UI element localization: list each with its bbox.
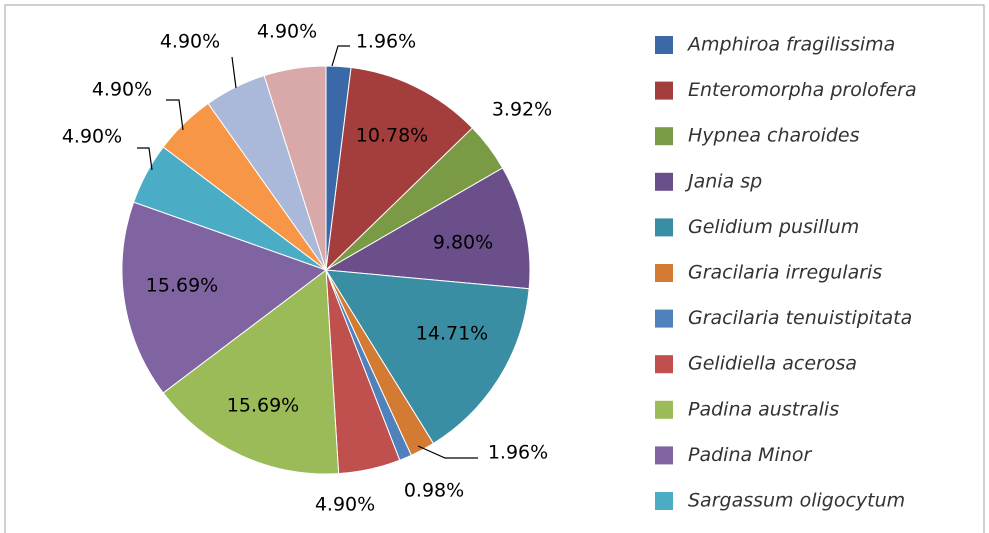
legend-swatch	[655, 218, 673, 237]
data-label: 15.69%	[146, 275, 218, 297]
legend-label: Gracilaria tenuistipitata	[688, 307, 912, 329]
legend-label: Sargassum oligocytum	[688, 490, 905, 512]
legend-label: Padina australis	[688, 398, 839, 420]
legend-label: Gelidium pusillum	[688, 216, 859, 238]
data-label: 4.90%	[92, 79, 152, 101]
data-label: 15.69%	[227, 395, 299, 417]
legend-swatch	[655, 81, 673, 100]
legend-label: Gracilaria irregularis	[688, 262, 882, 284]
leader-line	[137, 147, 153, 171]
pie-slice	[263, 65, 327, 271]
leader-line	[331, 45, 350, 67]
legend-label: Hypnea charoides	[688, 125, 860, 147]
pie-slice	[121, 201, 328, 394]
data-label: 0.98%	[404, 480, 464, 502]
pie-slice	[324, 167, 531, 290]
pie-slice	[162, 269, 340, 475]
pie-slice	[325, 66, 474, 272]
legend-swatch	[655, 400, 673, 419]
data-label: 4.90%	[257, 21, 317, 43]
data-label: 1.96%	[356, 31, 416, 53]
legend-label: Enteromorpha prolofera	[688, 79, 917, 101]
leader-line	[231, 56, 237, 89]
legend-swatch	[655, 36, 673, 54]
legend-swatch	[655, 446, 673, 465]
data-label: 4.90%	[160, 31, 220, 53]
data-label: 10.78%	[356, 125, 428, 147]
leader-line	[417, 445, 478, 459]
legend-swatch	[655, 355, 673, 374]
data-label: 9.80%	[433, 232, 493, 254]
legend-label: Gelidiella acerosa	[688, 353, 857, 375]
leader-line	[166, 99, 184, 131]
data-label: 4.90%	[315, 494, 375, 516]
legend-swatch	[655, 492, 673, 510]
legend-swatch	[655, 127, 673, 146]
data-label: 4.90%	[62, 126, 122, 148]
pie-slice	[325, 269, 530, 445]
legend-label: Jania sp	[684, 170, 762, 192]
data-label: 14.71%	[416, 323, 488, 345]
legend-label: Amphiroa fragilissima	[686, 34, 895, 56]
legend-label: Padina Minor	[688, 444, 813, 466]
legend-swatch	[655, 264, 673, 282]
data-label: 1.96%	[488, 442, 548, 464]
data-label: 3.92%	[492, 99, 552, 121]
legend-swatch	[655, 172, 673, 191]
legend-swatch	[655, 309, 673, 328]
